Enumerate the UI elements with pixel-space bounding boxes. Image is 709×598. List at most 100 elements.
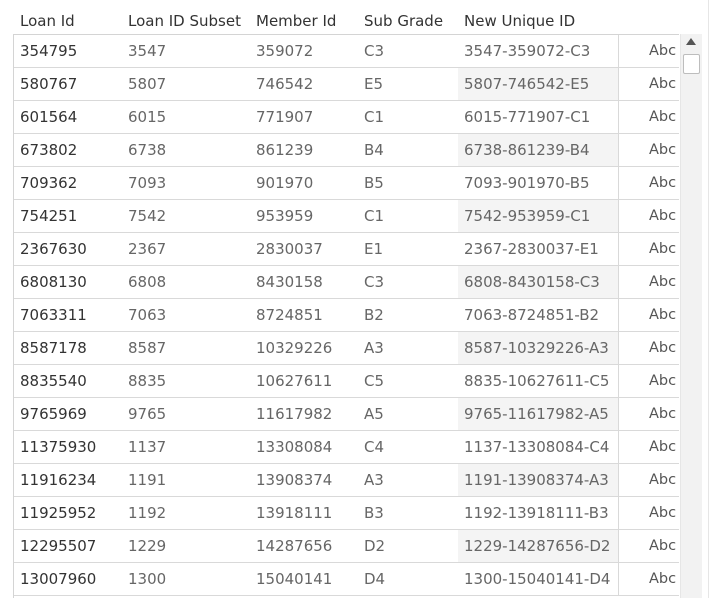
cell-loan-id: 709362 [20, 174, 78, 192]
cell-type-indicator: Abc [618, 530, 679, 562]
cell-sub-grade: D2 [364, 537, 386, 555]
cell-new-unique-id: 6015-771907-C1 [464, 108, 591, 126]
cell-loan-id: 7063311 [20, 306, 87, 324]
cell-loan-id-subset: 7542 [128, 207, 167, 225]
table-row[interactable]: 673802 6738 861239 B4 6738-861239-B4 Abc [14, 134, 679, 167]
cell-loan-id-subset: 1137 [128, 438, 167, 456]
cell-member-id: 13918111 [256, 504, 333, 522]
cell-member-id: 359072 [256, 42, 314, 60]
cell-member-id: 771907 [256, 108, 314, 126]
cell-loan-id: 12295507 [20, 537, 97, 555]
cell-new-unique-id: 1137-13308084-C4 [464, 438, 610, 456]
cell-new-unique-id: 1300-15040141-D4 [464, 570, 611, 588]
table-row[interactable]: 8587178 8587 10329226 A3 8587-10329226-A3 Abc [14, 332, 679, 365]
cell-sub-grade: B2 [364, 306, 384, 324]
cell-new-unique-id: 5807-746542-E5 [458, 68, 618, 100]
cell-type-indicator: Abc [618, 68, 679, 100]
cell-type-indicator: Abc [618, 200, 679, 232]
cell-loan-id: 8835540 [20, 372, 87, 390]
header-sub-grade[interactable]: Sub Grade [364, 12, 444, 30]
cell-new-unique-id: 6808-8430158-C3 [458, 266, 618, 298]
table-row[interactable]: 7063311 7063 8724851 B2 7063-8724851-B2 Abc [14, 299, 679, 332]
cell-loan-id-subset: 1229 [128, 537, 167, 555]
cell-sub-grade: B5 [364, 174, 384, 192]
table-row[interactable]: 2367630 2367 2830037 E1 2367-2830037-E1 Abc [14, 233, 679, 266]
cell-new-unique-id: 8587-10329226-A3 [458, 332, 618, 364]
cell-sub-grade: C3 [364, 42, 385, 60]
cell-member-id: 2830037 [256, 240, 323, 258]
header-loan-id-subset[interactable]: Loan ID Subset [128, 12, 241, 30]
cell-member-id: 14287656 [256, 537, 333, 555]
table-row[interactable]: 754251 7542 953959 C1 7542-953959-C1 Abc [14, 200, 679, 233]
cell-new-unique-id: 3547-359072-C3 [464, 42, 591, 60]
cell-new-unique-id: 2367-2830037-E1 [464, 240, 599, 258]
cell-member-id: 8724851 [256, 306, 323, 324]
table-row[interactable]: 13007960 1300 15040141 D4 1300-15040141-D4 Ab… [14, 563, 679, 596]
cell-loan-id-subset: 8835 [128, 372, 167, 390]
cell-sub-grade: D4 [364, 570, 386, 588]
cell-loan-id-subset: 9765 [128, 405, 167, 423]
cell-loan-id: 354795 [20, 42, 78, 60]
cell-loan-id-subset: 6808 [128, 273, 167, 291]
cell-sub-grade: A3 [364, 339, 384, 357]
cell-sub-grade: C1 [364, 108, 385, 126]
cell-loan-id-subset: 7093 [128, 174, 167, 192]
header-member-id[interactable]: Member Id [256, 12, 337, 30]
cell-loan-id-subset: 8587 [128, 339, 167, 357]
cell-sub-grade: C1 [364, 207, 385, 225]
cell-new-unique-id: 1229-14287656-D2 [458, 530, 618, 562]
cell-loan-id-subset: 6738 [128, 141, 167, 159]
table-row[interactable]: 601564 6015 771907 C1 6015-771907-C1 Abc [14, 101, 679, 134]
cell-member-id: 8430158 [256, 273, 323, 291]
cell-loan-id: 13007960 [20, 570, 97, 588]
cell-member-id: 953959 [256, 207, 314, 225]
table-row[interactable]: 8835540 8835 10627611 C5 8835-10627611-C5 Abc [14, 365, 679, 398]
cell-loan-id-subset: 1191 [128, 471, 167, 489]
cell-loan-id: 673802 [20, 141, 78, 159]
cell-member-id: 901970 [256, 174, 314, 192]
cell-loan-id-subset: 1192 [128, 504, 167, 522]
table-header: Loan Id Loan ID Subset Member Id Sub Gra… [0, 0, 680, 34]
cell-new-unique-id: 8835-10627611-C5 [464, 372, 610, 390]
header-new-unique-id[interactable]: New Unique ID [464, 12, 576, 30]
cell-type-indicator: Abc [618, 299, 679, 331]
table-row[interactable]: 9765969 9765 11617982 A5 9765-11617982-A5 Abc [14, 398, 679, 431]
table-row[interactable]: 11916234 1191 13908374 A3 1191-13908374-A3 Ab… [14, 464, 679, 497]
cell-type-indicator: Abc [618, 35, 679, 67]
cell-loan-id: 9765969 [20, 405, 87, 423]
table-row[interactable]: 11375930 1137 13308084 C4 1137-13308084-C4 Ab… [14, 431, 679, 464]
cell-member-id: 10329226 [256, 339, 333, 357]
table-row[interactable]: 354795 3547 359072 C3 3547-359072-C3 Abc [14, 35, 679, 68]
cell-loan-id-subset: 6015 [128, 108, 167, 126]
cell-new-unique-id: 7063-8724851-B2 [464, 306, 600, 324]
cell-sub-grade: C5 [364, 372, 385, 390]
scroll-up-arrow-icon[interactable] [686, 38, 696, 45]
cell-loan-id-subset: 1300 [128, 570, 167, 588]
cell-new-unique-id: 7093-901970-B5 [464, 174, 590, 192]
table-row[interactable]: 6808130 6808 8430158 C3 6808-8430158-C3 Abc [14, 266, 679, 299]
cell-loan-id: 11375930 [20, 438, 97, 456]
cell-type-indicator: Abc [618, 167, 679, 199]
cell-new-unique-id: 1191-13908374-A3 [458, 464, 618, 496]
cell-type-indicator: Abc [618, 464, 679, 496]
cell-sub-grade: B4 [364, 141, 384, 159]
cell-type-indicator: Abc [618, 497, 679, 529]
table-row[interactable]: 709362 7093 901970 B5 7093-901970-B5 Abc [14, 167, 679, 200]
cell-loan-id: 580767 [20, 75, 78, 93]
table-row[interactable]: 12295507 1229 14287656 D2 1229-14287656-D2 Ab… [14, 530, 679, 563]
cell-member-id: 10627611 [256, 372, 333, 390]
cell-new-unique-id: 9765-11617982-A5 [458, 398, 618, 430]
cell-type-indicator: Abc [618, 398, 679, 430]
cell-new-unique-id: 6738-861239-B4 [458, 134, 618, 166]
header-loan-id[interactable]: Loan Id [20, 12, 75, 30]
cell-new-unique-id: 7542-953959-C1 [458, 200, 618, 232]
table-row[interactable]: 11925952 1192 13918111 B3 1192-13918111-B3 Ab… [14, 497, 679, 530]
cell-loan-id: 2367630 [20, 240, 87, 258]
cell-type-indicator: Abc [618, 266, 679, 298]
vertical-scrollbar[interactable] [680, 34, 702, 598]
cell-sub-grade: E1 [364, 240, 384, 258]
cell-type-indicator: Abc [618, 332, 679, 364]
table-row[interactable]: 580767 5807 746542 E5 5807-746542-E5 Abc [14, 68, 679, 101]
scrollbar-thumb[interactable] [683, 54, 700, 74]
